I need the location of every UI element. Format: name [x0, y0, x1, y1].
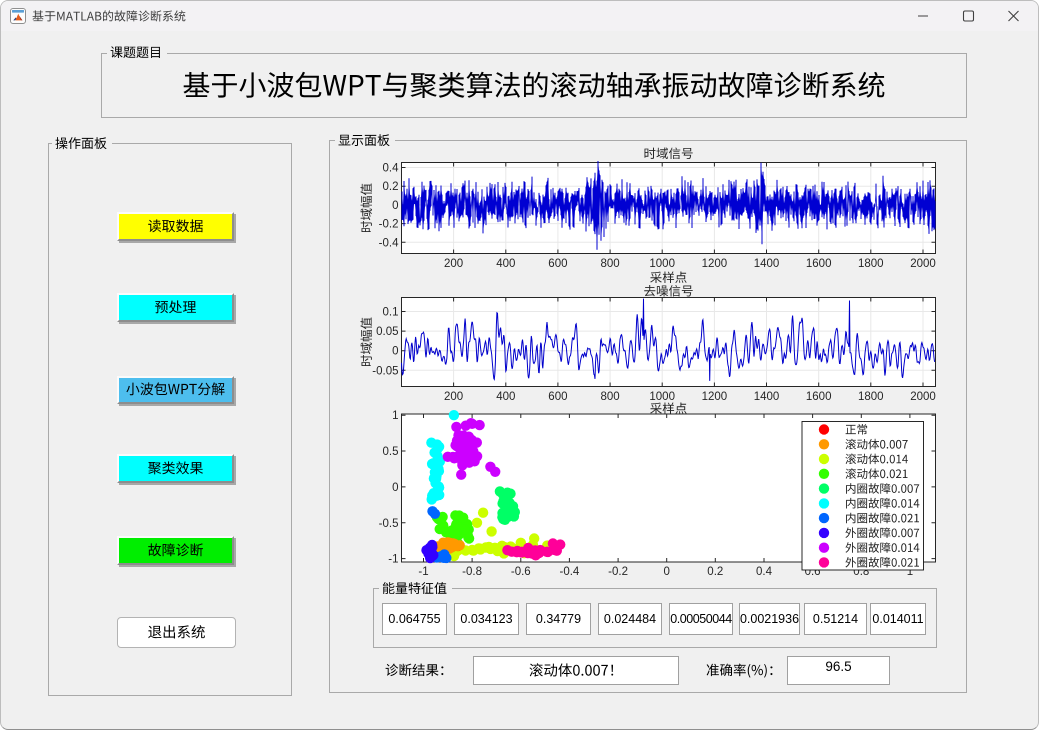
- svg-text:0.2: 0.2: [707, 566, 723, 578]
- svg-text:-0.2: -0.2: [608, 566, 628, 578]
- svg-text:800: 800: [601, 391, 620, 403]
- svg-text:1600: 1600: [806, 258, 832, 270]
- svg-text:0: 0: [392, 346, 398, 358]
- svg-text:0: 0: [663, 566, 669, 578]
- svg-text:0.2: 0.2: [383, 181, 399, 193]
- svg-text:600: 600: [548, 258, 567, 270]
- svg-text:0.05: 0.05: [376, 326, 398, 338]
- svg-text:2000: 2000: [910, 391, 936, 403]
- svg-text:400: 400: [496, 258, 515, 270]
- svg-text:1200: 1200: [702, 258, 728, 270]
- svg-text:1800: 1800: [858, 391, 884, 403]
- svg-text:1000: 1000: [649, 258, 675, 270]
- svg-text:400: 400: [496, 391, 515, 403]
- svg-text:0.1: 0.1: [383, 307, 399, 319]
- svg-text:1600: 1600: [806, 391, 832, 403]
- svg-text:1800: 1800: [858, 258, 884, 270]
- svg-text:0.5: 0.5: [383, 446, 399, 458]
- svg-text:600: 600: [548, 391, 567, 403]
- svg-text:1200: 1200: [702, 391, 728, 403]
- svg-text:-0.5: -0.5: [379, 518, 399, 530]
- svg-text:-0.6: -0.6: [511, 566, 531, 578]
- svg-text:0: 0: [392, 200, 398, 212]
- svg-text:0.4: 0.4: [756, 566, 773, 578]
- svg-text:-0.4: -0.4: [559, 566, 579, 578]
- svg-text:0.4: 0.4: [383, 163, 400, 175]
- svg-text:0: 0: [392, 482, 398, 494]
- svg-text:1000: 1000: [649, 391, 675, 403]
- svg-text:1: 1: [392, 410, 398, 422]
- svg-text:-0.8: -0.8: [462, 566, 482, 578]
- svg-text:200: 200: [444, 391, 463, 403]
- svg-text:1400: 1400: [754, 391, 780, 403]
- svg-text:-0.05: -0.05: [372, 365, 398, 377]
- svg-text:200: 200: [444, 258, 463, 270]
- svg-text:-1: -1: [418, 566, 428, 578]
- svg-text:1: 1: [907, 566, 913, 578]
- svg-text:2000: 2000: [910, 258, 936, 270]
- svg-text:-1: -1: [388, 554, 398, 566]
- svg-text:1400: 1400: [754, 258, 780, 270]
- svg-text:-0.2: -0.2: [379, 219, 399, 231]
- svg-text:-0.4: -0.4: [379, 237, 399, 249]
- svg-text:800: 800: [601, 258, 620, 270]
